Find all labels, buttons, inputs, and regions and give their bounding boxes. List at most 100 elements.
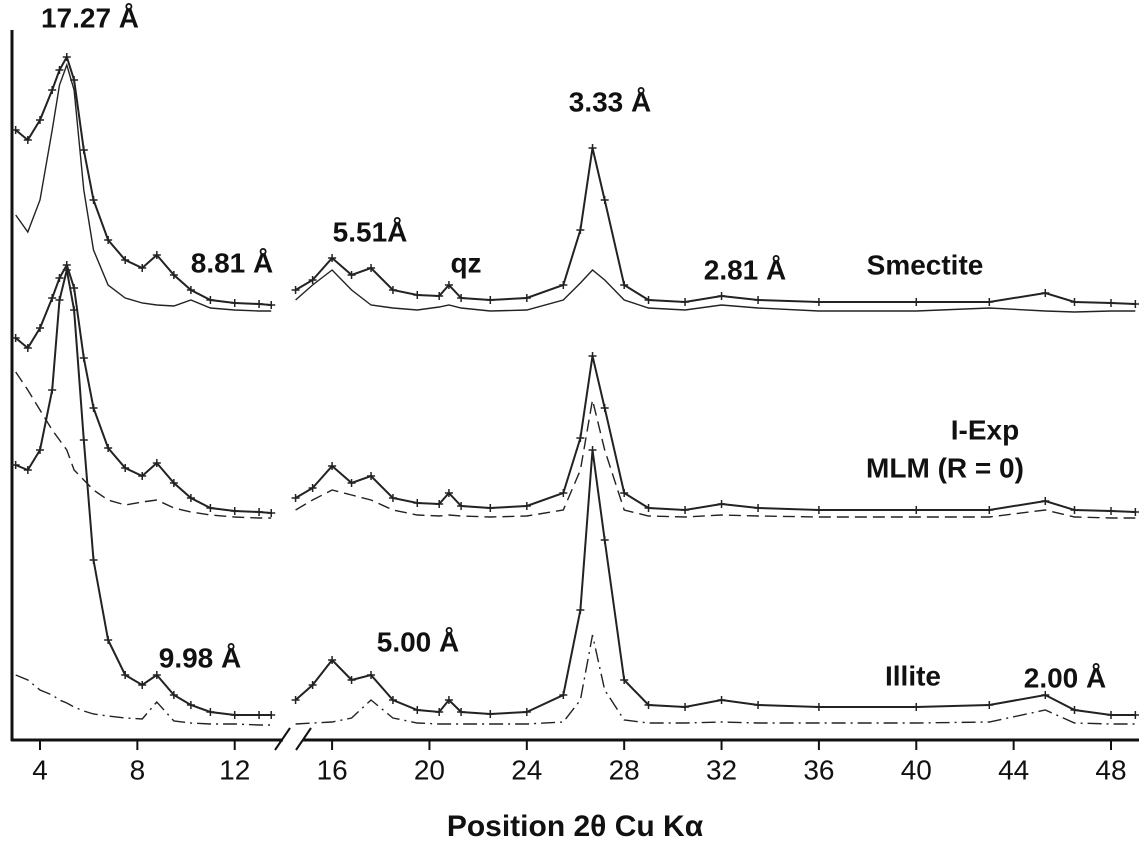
plus-marker	[457, 294, 466, 302]
plus-marker	[413, 706, 422, 714]
plus-marker	[717, 292, 726, 300]
plus-marker	[62, 266, 71, 274]
plus-marker	[169, 271, 178, 279]
annotation: 9.98 Å	[159, 642, 242, 673]
plus-marker	[486, 710, 495, 718]
plus-marker	[267, 509, 276, 517]
plus-marker	[70, 284, 79, 292]
plus-marker	[152, 671, 161, 679]
annotation: MLM (R = 0)	[866, 452, 1024, 483]
plus-marker	[152, 251, 161, 259]
plus-marker	[559, 489, 568, 497]
x-tick-label: 48	[1095, 754, 1126, 785]
plus-marker	[347, 676, 356, 684]
plus-marker	[435, 500, 444, 508]
plus-marker	[1131, 711, 1139, 719]
plus-marker	[89, 196, 98, 204]
plus-marker	[620, 676, 629, 684]
series-line	[15, 634, 1136, 726]
plus-marker	[328, 462, 337, 470]
plus-marker	[121, 464, 130, 472]
plus-marker	[814, 506, 823, 514]
x-tick-label: 24	[511, 754, 542, 785]
plus-marker	[267, 301, 276, 309]
annotation: 3.33 Å	[569, 86, 652, 117]
plus-marker	[255, 300, 264, 308]
plus-marker	[23, 344, 32, 352]
plus-marker	[559, 281, 568, 289]
plus-marker	[754, 504, 763, 512]
plus-marker	[23, 136, 32, 144]
series-line	[15, 371, 1136, 519]
plus-marker	[644, 504, 653, 512]
plus-marker	[367, 472, 376, 480]
plus-marker	[620, 281, 629, 289]
plus-marker	[681, 703, 690, 711]
plus-marker	[576, 606, 585, 614]
plus-marker	[457, 708, 466, 716]
plus-marker	[89, 404, 98, 412]
plus-marker	[104, 236, 113, 244]
plus-marker	[444, 489, 453, 497]
plus-marker	[267, 711, 276, 719]
annotation: I-Exp	[951, 414, 1019, 445]
plus-marker	[206, 504, 215, 512]
plus-marker	[35, 324, 44, 332]
plus-marker	[1041, 289, 1050, 297]
plus-marker	[11, 461, 20, 469]
plus-marker	[1107, 711, 1116, 719]
plus-marker	[186, 701, 195, 709]
plus-marker	[255, 508, 264, 516]
plus-marker	[169, 479, 178, 487]
annotation: 2.00 Å	[1024, 662, 1107, 693]
plus-marker	[138, 681, 147, 689]
plus-marker	[457, 502, 466, 510]
plus-marker	[1131, 300, 1139, 308]
plus-marker	[388, 494, 397, 502]
plus-marker	[681, 298, 690, 306]
plus-marker	[644, 701, 653, 709]
annotation: qz	[450, 247, 481, 278]
plus-marker	[48, 294, 57, 302]
plus-marker	[600, 536, 609, 544]
plus-marker	[291, 286, 300, 294]
plus-marker	[11, 126, 20, 134]
plus-marker	[1070, 298, 1079, 306]
annotation: Smectite	[867, 249, 984, 280]
plus-marker	[388, 696, 397, 704]
plus-marker	[444, 281, 453, 289]
annotation: 17.27 Å	[41, 2, 139, 33]
plus-marker	[367, 264, 376, 272]
plus-marker	[985, 298, 994, 306]
plus-marker	[186, 286, 195, 294]
plus-marker	[717, 500, 726, 508]
plus-marker	[169, 691, 178, 699]
plus-marker	[55, 274, 64, 282]
plus-marker	[255, 711, 264, 719]
x-tick-label: 32	[706, 754, 737, 785]
plus-marker	[1107, 507, 1116, 515]
plus-marker	[121, 256, 130, 264]
plus-marker	[230, 299, 239, 307]
plus-marker	[588, 352, 597, 360]
plus-marker	[186, 494, 195, 502]
plus-marker	[79, 146, 88, 154]
plus-marker	[600, 404, 609, 412]
plus-marker	[912, 506, 921, 514]
plus-marker	[486, 296, 495, 304]
plus-marker	[754, 701, 763, 709]
series-line	[15, 62, 1136, 313]
plus-marker	[1070, 506, 1079, 514]
plus-marker	[435, 292, 444, 300]
plus-marker	[367, 671, 376, 679]
x-tick-label: 8	[130, 754, 146, 785]
plus-marker	[35, 446, 44, 454]
plus-marker	[559, 691, 568, 699]
plus-marker	[55, 296, 64, 304]
plus-marker	[388, 286, 397, 294]
plus-marker	[576, 226, 585, 234]
plus-marker	[347, 271, 356, 279]
plus-marker	[486, 504, 495, 512]
plus-marker	[89, 556, 98, 564]
